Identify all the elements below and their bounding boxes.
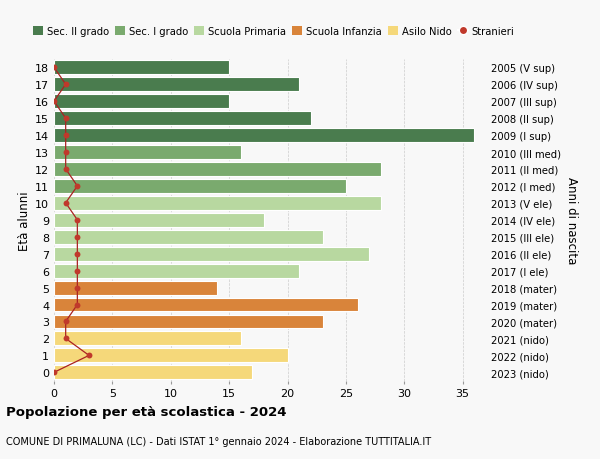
Bar <box>54 129 475 143</box>
Bar <box>54 349 287 363</box>
Point <box>61 81 70 89</box>
Legend: Sec. II grado, Sec. I grado, Scuola Primaria, Scuola Infanzia, Asilo Nido, Stran: Sec. II grado, Sec. I grado, Scuola Prim… <box>29 23 518 41</box>
Point <box>61 115 70 123</box>
Bar <box>54 179 346 193</box>
Point <box>49 98 59 106</box>
Bar <box>54 230 323 244</box>
Point <box>49 64 59 72</box>
Bar <box>54 162 381 177</box>
Bar <box>54 196 381 210</box>
Text: COMUNE DI PRIMALUNA (LC) - Dati ISTAT 1° gennaio 2024 - Elaborazione TUTTITALIA.: COMUNE DI PRIMALUNA (LC) - Dati ISTAT 1°… <box>6 437 431 446</box>
Bar <box>54 315 323 329</box>
Point <box>73 301 82 308</box>
Point <box>61 132 70 140</box>
Bar <box>54 112 311 126</box>
Bar <box>54 95 229 109</box>
Point <box>61 200 70 207</box>
Point <box>49 369 59 376</box>
Bar <box>54 264 299 278</box>
Point <box>73 251 82 258</box>
Point <box>73 217 82 224</box>
Point <box>73 284 82 291</box>
Bar <box>54 213 264 227</box>
Point <box>61 318 70 325</box>
Bar <box>54 61 229 75</box>
Bar <box>54 146 241 160</box>
Bar <box>54 247 369 261</box>
Point <box>84 352 94 359</box>
Y-axis label: Età alunni: Età alunni <box>18 190 31 250</box>
Bar <box>54 298 358 312</box>
Bar <box>54 78 299 92</box>
Point <box>61 166 70 173</box>
Bar <box>54 332 241 346</box>
Point <box>61 149 70 157</box>
Point <box>73 183 82 190</box>
Text: Popolazione per età scolastica - 2024: Popolazione per età scolastica - 2024 <box>6 405 287 419</box>
Bar <box>54 365 253 380</box>
Point <box>73 268 82 275</box>
Point <box>73 234 82 241</box>
Point <box>61 335 70 342</box>
Bar <box>54 281 217 295</box>
Y-axis label: Anni di nascita: Anni di nascita <box>565 177 578 264</box>
